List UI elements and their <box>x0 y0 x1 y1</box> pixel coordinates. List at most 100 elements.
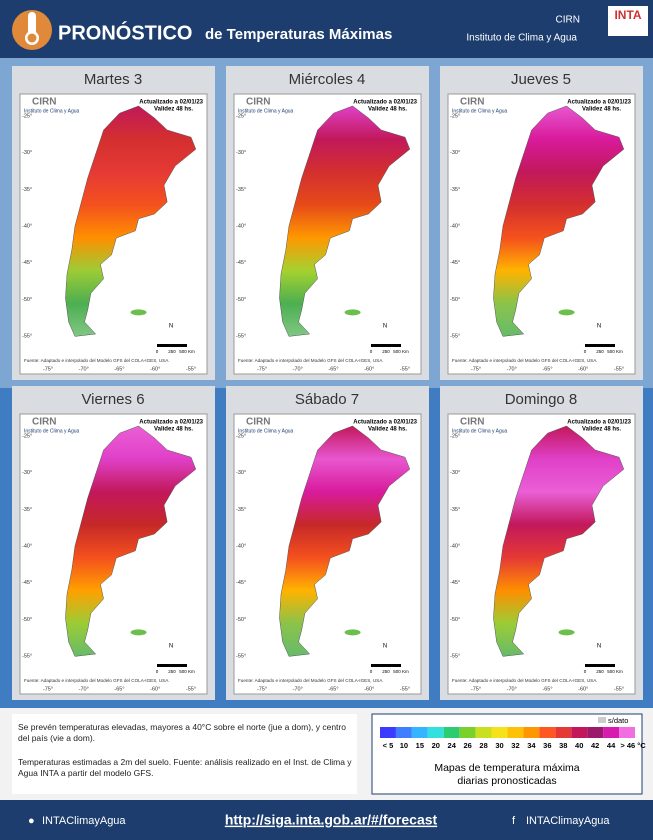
map-updated: Actualizado a 02/01/23 <box>139 100 203 106</box>
lat-label: -25° <box>236 433 246 439</box>
lat-label: -25° <box>450 433 460 439</box>
scale-bar <box>371 344 401 347</box>
color-swatch <box>587 727 604 738</box>
scale-label: 500 Km <box>393 669 409 674</box>
scale-label: 250 <box>382 349 390 354</box>
lat-label: -35° <box>450 187 460 193</box>
lon-label: -65° <box>114 366 124 372</box>
lat-label: -50° <box>22 297 32 303</box>
map-validity: Validez 48 hs. <box>154 427 193 433</box>
islands <box>344 629 361 636</box>
lon-label: -55° <box>614 686 624 692</box>
map-org: CIRN <box>32 417 56 428</box>
lon-label: -60° <box>364 686 374 692</box>
lat-label: -30° <box>22 150 32 156</box>
color-swatch <box>380 727 396 738</box>
lon-label: -70° <box>79 366 89 372</box>
title-rest: de Temperaturas Máximas <box>205 26 392 43</box>
scale-bar <box>585 664 615 667</box>
logo-box <box>608 6 648 36</box>
color-swatch <box>491 727 508 738</box>
map-institute: Instituto de Clima y Agua <box>24 428 80 434</box>
lon-label: -55° <box>400 366 410 372</box>
lat-label: -55° <box>450 333 460 339</box>
lat-label: -35° <box>450 507 460 513</box>
lat-label: -25° <box>22 113 32 119</box>
map-institute: Instituto de Clima y Agua <box>238 108 294 114</box>
lat-label: -50° <box>450 617 460 623</box>
scale-label: 0 <box>370 349 373 354</box>
lat-label: -35° <box>236 187 246 193</box>
country-shape <box>279 425 411 657</box>
lat-label: -50° <box>22 617 32 623</box>
lon-label: -70° <box>79 686 89 692</box>
lon-label: -60° <box>364 366 374 372</box>
legend-caption: diarias pronosticadas <box>457 775 556 787</box>
map-org: CIRN <box>460 97 484 108</box>
map-source: Fuente: Adaptado e interpolado del Model… <box>24 358 170 363</box>
lon-label: -70° <box>507 686 517 692</box>
legend-label: > 46 °C <box>620 741 646 750</box>
map-validity: Validez 48 hs. <box>582 107 621 113</box>
footer-bar <box>0 800 653 840</box>
color-swatch <box>523 727 540 738</box>
legend-label: 20 <box>432 741 440 750</box>
day-label: Miércoles 4 <box>289 71 366 88</box>
title-main: PRONÓSTICO <box>58 20 192 44</box>
scale-bar <box>371 664 401 667</box>
legend-label: 26 <box>463 741 471 750</box>
footer-right: INTAClimayAgua <box>526 815 610 827</box>
lon-label: -65° <box>328 686 338 692</box>
header-bar <box>0 0 653 58</box>
lat-label: -40° <box>450 223 460 229</box>
legend-caption: Mapas de temperatura máxima <box>434 762 579 774</box>
lat-label: -45° <box>22 580 32 586</box>
scale-label: 250 <box>596 349 604 354</box>
map-org: CIRN <box>460 417 484 428</box>
islands <box>558 629 575 636</box>
scale-label: 500 Km <box>179 349 195 354</box>
lon-label: -75° <box>43 366 53 372</box>
map-source: Fuente: Adaptado e interpolado del Model… <box>238 358 384 363</box>
legend-label: 24 <box>448 741 457 750</box>
lon-label: -60° <box>150 686 160 692</box>
map-updated: Actualizado a 02/01/23 <box>353 420 417 426</box>
color-swatch <box>555 727 572 738</box>
country-shape <box>493 425 625 657</box>
lon-label: -70° <box>507 366 517 372</box>
legend-label: 40 <box>575 741 583 750</box>
lat-label: -55° <box>236 333 246 339</box>
logo: INTA <box>614 8 641 22</box>
day-label: Sábado 7 <box>295 391 359 408</box>
twitter-icon: ● <box>28 815 35 827</box>
footer-url[interactable]: http://siga.inta.gob.ar/#/forecast <box>225 812 438 828</box>
lat-label: -45° <box>450 260 460 266</box>
no-data-label: s/dato <box>608 716 628 725</box>
lat-label: -45° <box>22 260 32 266</box>
lat-label: -45° <box>236 260 246 266</box>
islands <box>558 309 575 316</box>
scale-label: 250 <box>168 669 176 674</box>
lat-label: -55° <box>22 333 32 339</box>
map-validity: Validez 48 hs. <box>582 427 621 433</box>
map-source: Fuente: Adaptado e interpolado del Model… <box>452 358 598 363</box>
map-updated: Actualizado a 02/01/23 <box>567 100 631 106</box>
country-shape <box>65 105 197 337</box>
no-data-swatch <box>598 717 606 723</box>
lat-label: -30° <box>450 470 460 476</box>
scale-label: 500 Km <box>607 669 623 674</box>
map-source: Fuente: Adaptado e interpolado del Model… <box>452 678 598 683</box>
lat-label: -45° <box>236 580 246 586</box>
day-label: Jueves 5 <box>511 71 571 88</box>
legend-label: 38 <box>559 741 567 750</box>
legend-label: 10 <box>400 741 408 750</box>
map-institute: Instituto de Clima y Agua <box>452 108 508 114</box>
color-swatch <box>507 727 524 738</box>
legend-label: 44 <box>607 741 616 750</box>
north: N <box>597 324 601 330</box>
map-org: CIRN <box>32 97 56 108</box>
country-shape <box>279 105 411 337</box>
lon-label: -55° <box>186 686 196 692</box>
map-institute: Instituto de Clima y Agua <box>24 108 80 114</box>
scale-bar <box>157 344 187 347</box>
